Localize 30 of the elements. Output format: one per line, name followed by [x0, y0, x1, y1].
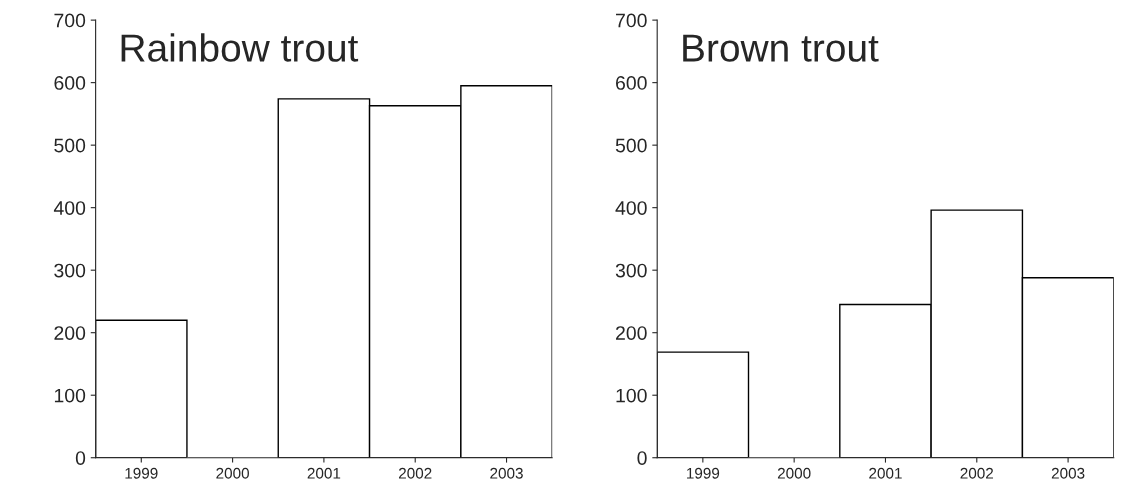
y-tick-label: 600 — [616, 76, 647, 90]
x-tick-label: 2002 — [960, 467, 994, 479]
y-tick-label: 100 — [616, 388, 647, 403]
x-tick-label: 2001 — [869, 467, 902, 479]
x-tick-label: 1999 — [687, 467, 720, 479]
y-tick-label: 500 — [615, 138, 647, 153]
y-tick-label: 500 — [54, 138, 86, 153]
x-tick-label: 2000 — [777, 467, 811, 479]
y-tick-label: 300 — [615, 263, 647, 278]
chart-title: Brown trout — [683, 34, 879, 62]
chart-title: Rainbow trout — [121, 33, 359, 62]
y-tick-label: 700 — [616, 13, 647, 28]
y-tick-label: 0 — [75, 451, 86, 465]
x-tick-label: 2003 — [1051, 467, 1085, 479]
bar — [95, 319, 188, 458]
y-tick-label: 400 — [53, 201, 86, 215]
x-tick-label: 2001 — [307, 467, 341, 479]
bar — [657, 351, 750, 458]
y-tick-label: 700 — [54, 13, 86, 28]
y-tick-label: 400 — [615, 201, 647, 215]
x-tick-label: 2003 — [490, 467, 523, 479]
y-tick-label: 100 — [54, 388, 86, 403]
y-tick-label: 200 — [616, 326, 647, 340]
y-tick-label: 600 — [54, 76, 86, 90]
y-tick-label: 200 — [54, 326, 86, 340]
x-tick-label: 1999 — [125, 467, 158, 479]
x-tick-label: 2000 — [216, 467, 249, 479]
y-tick-label: 0 — [637, 451, 647, 465]
x-tick-label: 2002 — [398, 467, 432, 479]
y-tick-label: 300 — [54, 263, 86, 278]
